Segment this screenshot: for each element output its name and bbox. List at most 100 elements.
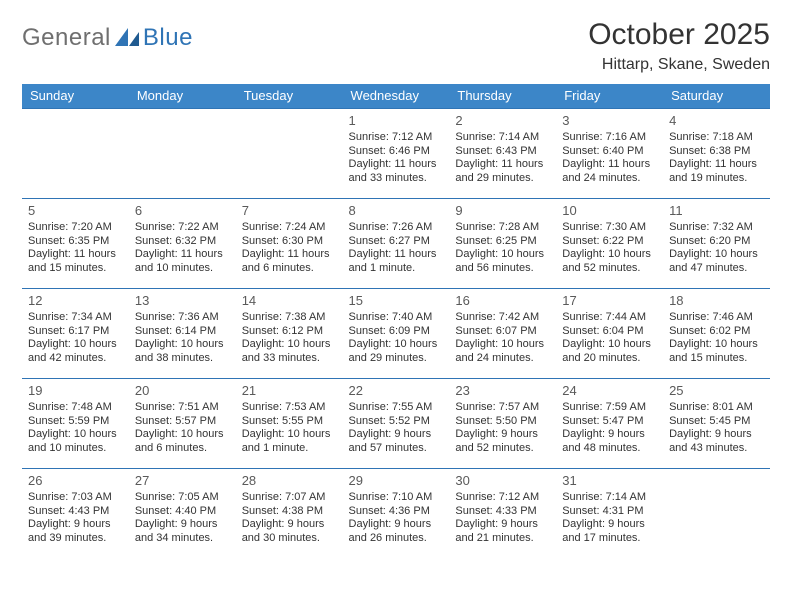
cell-daylight2: and 57 minutes. — [349, 442, 444, 456]
calendar-day-cell: 8Sunrise: 7:26 AMSunset: 6:27 PMDaylight… — [343, 198, 450, 288]
cell-sunrise: Sunrise: 7:59 AM — [562, 401, 657, 415]
cell-daylight1: Daylight: 9 hours — [669, 428, 764, 442]
cell-daylight2: and 47 minutes. — [669, 262, 764, 276]
cell-daylight2: and 15 minutes. — [28, 262, 123, 276]
cell-sunrise: Sunrise: 7:51 AM — [135, 401, 230, 415]
cell-sunset: Sunset: 6:20 PM — [669, 235, 764, 249]
day-number: 7 — [242, 203, 337, 219]
cell-daylight1: Daylight: 10 hours — [135, 428, 230, 442]
calendar-day-cell: 15Sunrise: 7:40 AMSunset: 6:09 PMDayligh… — [343, 288, 450, 378]
cell-sunset: Sunset: 5:50 PM — [455, 415, 550, 429]
cell-sunrise: Sunrise: 7:42 AM — [455, 311, 550, 325]
calendar-day-cell: 16Sunrise: 7:42 AMSunset: 6:07 PMDayligh… — [449, 288, 556, 378]
cell-sunset: Sunset: 6:38 PM — [669, 145, 764, 159]
day-number: 28 — [242, 473, 337, 489]
cell-daylight2: and 30 minutes. — [242, 532, 337, 546]
cell-sunrise: Sunrise: 7:48 AM — [28, 401, 123, 415]
cell-daylight2: and 1 minute. — [242, 442, 337, 456]
calendar-day-cell: 22Sunrise: 7:55 AMSunset: 5:52 PMDayligh… — [343, 378, 450, 468]
cell-daylight2: and 29 minutes. — [349, 352, 444, 366]
cell-sunset: Sunset: 4:36 PM — [349, 505, 444, 519]
cell-daylight2: and 26 minutes. — [349, 532, 444, 546]
cell-sunset: Sunset: 6:30 PM — [242, 235, 337, 249]
cell-daylight1: Daylight: 10 hours — [455, 338, 550, 352]
calendar-page: General Blue October 2025 Hittarp, Skane… — [0, 0, 792, 612]
cell-sunset: Sunset: 6:17 PM — [28, 325, 123, 339]
day-number: 23 — [455, 383, 550, 399]
day-number: 20 — [135, 383, 230, 399]
calendar-day-cell: 29Sunrise: 7:10 AMSunset: 4:36 PMDayligh… — [343, 468, 450, 556]
day-number: 21 — [242, 383, 337, 399]
weekday-header: Thursday — [449, 84, 556, 108]
calendar-day-cell: 18Sunrise: 7:46 AMSunset: 6:02 PMDayligh… — [663, 288, 770, 378]
calendar-day-cell: 23Sunrise: 7:57 AMSunset: 5:50 PMDayligh… — [449, 378, 556, 468]
cell-daylight2: and 43 minutes. — [669, 442, 764, 456]
cell-sunrise: Sunrise: 7:34 AM — [28, 311, 123, 325]
cell-daylight1: Daylight: 9 hours — [242, 518, 337, 532]
cell-daylight2: and 21 minutes. — [455, 532, 550, 546]
cell-sunrise: Sunrise: 7:38 AM — [242, 311, 337, 325]
calendar-day-cell: 19Sunrise: 7:48 AMSunset: 5:59 PMDayligh… — [22, 378, 129, 468]
calendar-day-cell: 9Sunrise: 7:28 AMSunset: 6:25 PMDaylight… — [449, 198, 556, 288]
cell-sunrise: Sunrise: 7:18 AM — [669, 131, 764, 145]
cell-sunrise: Sunrise: 7:05 AM — [135, 491, 230, 505]
cell-daylight1: Daylight: 9 hours — [455, 518, 550, 532]
day-number: 26 — [28, 473, 123, 489]
cell-daylight1: Daylight: 9 hours — [135, 518, 230, 532]
cell-sunrise: Sunrise: 7:30 AM — [562, 221, 657, 235]
calendar-day-cell: 5Sunrise: 7:20 AMSunset: 6:35 PMDaylight… — [22, 198, 129, 288]
title-block: October 2025 Hittarp, Skane, Sweden — [588, 18, 770, 74]
weekday-header-row: Sunday Monday Tuesday Wednesday Thursday… — [22, 84, 770, 108]
day-number: 17 — [562, 293, 657, 309]
weekday-header: Monday — [129, 84, 236, 108]
calendar-day-cell: 27Sunrise: 7:05 AMSunset: 4:40 PMDayligh… — [129, 468, 236, 556]
cell-daylight1: Daylight: 10 hours — [242, 338, 337, 352]
cell-sunrise: Sunrise: 7:07 AM — [242, 491, 337, 505]
calendar-day-cell: 25Sunrise: 8:01 AMSunset: 5:45 PMDayligh… — [663, 378, 770, 468]
day-number: 25 — [669, 383, 764, 399]
day-number: 22 — [349, 383, 444, 399]
cell-sunrise: Sunrise: 7:26 AM — [349, 221, 444, 235]
cell-sunset: Sunset: 6:35 PM — [28, 235, 123, 249]
day-number: 19 — [28, 383, 123, 399]
cell-sunset: Sunset: 5:59 PM — [28, 415, 123, 429]
cell-sunrise: Sunrise: 7:55 AM — [349, 401, 444, 415]
cell-sunrise: Sunrise: 7:10 AM — [349, 491, 444, 505]
cell-daylight2: and 15 minutes. — [669, 352, 764, 366]
cell-daylight2: and 1 minute. — [349, 262, 444, 276]
day-number: 15 — [349, 293, 444, 309]
cell-sunrise: Sunrise: 7:32 AM — [669, 221, 764, 235]
cell-daylight2: and 19 minutes. — [669, 172, 764, 186]
cell-sunset: Sunset: 5:57 PM — [135, 415, 230, 429]
cell-sunrise: Sunrise: 7:36 AM — [135, 311, 230, 325]
cell-daylight1: Daylight: 10 hours — [135, 338, 230, 352]
day-number: 13 — [135, 293, 230, 309]
calendar-week-row: 1Sunrise: 7:12 AMSunset: 6:46 PMDaylight… — [22, 108, 770, 198]
day-number: 5 — [28, 203, 123, 219]
calendar-day-cell — [22, 108, 129, 198]
cell-sunset: Sunset: 4:38 PM — [242, 505, 337, 519]
cell-sunset: Sunset: 6:04 PM — [562, 325, 657, 339]
cell-sunrise: Sunrise: 7:12 AM — [455, 491, 550, 505]
cell-sunset: Sunset: 6:25 PM — [455, 235, 550, 249]
cell-sunrise: Sunrise: 7:22 AM — [135, 221, 230, 235]
weekday-header: Friday — [556, 84, 663, 108]
cell-daylight2: and 33 minutes. — [242, 352, 337, 366]
cell-daylight1: Daylight: 11 hours — [242, 248, 337, 262]
cell-daylight2: and 52 minutes. — [562, 262, 657, 276]
cell-sunset: Sunset: 6:40 PM — [562, 145, 657, 159]
cell-sunrise: Sunrise: 7:28 AM — [455, 221, 550, 235]
day-number: 14 — [242, 293, 337, 309]
cell-sunset: Sunset: 5:47 PM — [562, 415, 657, 429]
day-number: 10 — [562, 203, 657, 219]
day-number: 29 — [349, 473, 444, 489]
calendar-day-cell: 1Sunrise: 7:12 AMSunset: 6:46 PMDaylight… — [343, 108, 450, 198]
day-number: 2 — [455, 113, 550, 129]
cell-sunrise: Sunrise: 7:14 AM — [562, 491, 657, 505]
calendar-day-cell: 6Sunrise: 7:22 AMSunset: 6:32 PMDaylight… — [129, 198, 236, 288]
cell-daylight1: Daylight: 10 hours — [455, 248, 550, 262]
day-number: 24 — [562, 383, 657, 399]
day-number: 27 — [135, 473, 230, 489]
cell-daylight1: Daylight: 11 hours — [349, 158, 444, 172]
day-number: 12 — [28, 293, 123, 309]
